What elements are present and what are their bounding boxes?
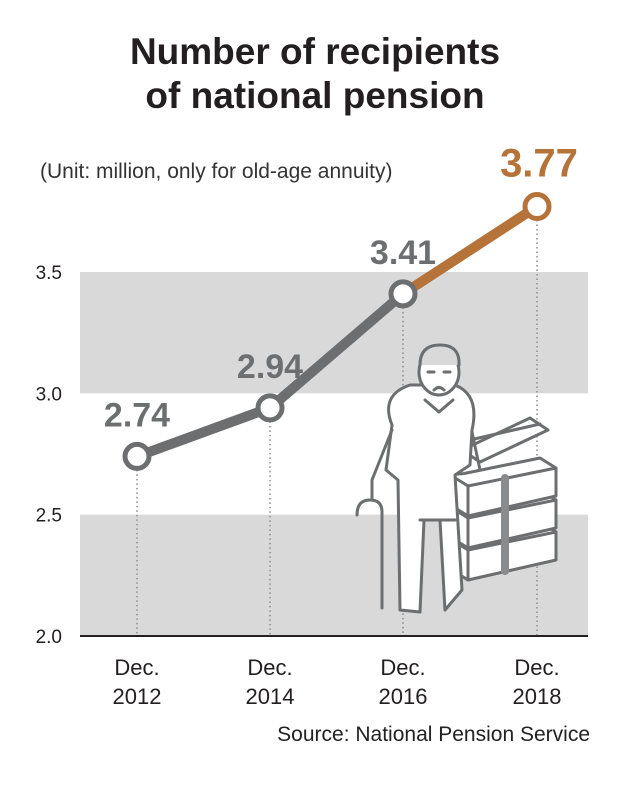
data-point	[255, 393, 285, 423]
series-segment	[132, 402, 275, 462]
data-label: 2.74	[104, 396, 170, 434]
data-point	[522, 191, 552, 221]
chart-title-line-1: Number of recipients	[129, 31, 501, 72]
data-labels: 2.74 2.94 3.41 3.77	[104, 141, 578, 434]
data-label: 2.94	[237, 348, 303, 386]
unit-note: (Unit: million, only for old-age annuity…	[40, 160, 393, 183]
x-tick-label-line: 2016	[379, 684, 428, 709]
x-tick-label-line: Dec.	[514, 655, 559, 680]
series-segment	[398, 201, 542, 299]
x-tick-label-line: 2012	[113, 684, 162, 709]
x-tick-labels: Dec. 2012 Dec. 2014 Dec. 2016 Dec. 2018	[113, 655, 562, 709]
x-tick-label: Dec. 2018	[513, 655, 562, 709]
pensioner-illustration	[355, 343, 558, 614]
x-tick-label: Dec. 2012	[113, 655, 162, 709]
x-tick-label-line: Dec.	[114, 655, 159, 680]
y-tick-label: 2.5	[36, 506, 62, 527]
series-line	[132, 201, 542, 462]
x-tick-label-line: Dec.	[247, 655, 292, 680]
y-tick-label: 2.0	[36, 627, 62, 648]
x-tick-label: Dec. 2016	[379, 655, 428, 709]
chart-title: Number of recipients of national pension	[0, 30, 630, 118]
chart-title-line-2: of national pension	[145, 75, 485, 116]
grid-band	[80, 272, 588, 394]
data-points	[122, 191, 552, 471]
y-tick-label: 3.5	[36, 263, 62, 284]
data-point	[388, 279, 418, 309]
data-label: 3.41	[370, 234, 436, 272]
x-tick-label-line: Dec.	[380, 655, 425, 680]
x-tick-label-line: 2014	[246, 684, 295, 709]
data-point	[122, 441, 152, 471]
x-tick-label-line: 2018	[513, 684, 562, 709]
x-tick-label: Dec. 2014	[246, 655, 295, 709]
y-tick-label: 3.0	[36, 384, 62, 405]
elderly-man-icon	[370, 343, 482, 614]
source-note: Source: National Pension Service	[277, 723, 590, 746]
series-segment	[265, 288, 408, 413]
data-label: 3.77	[500, 141, 578, 185]
cane-icon	[355, 498, 384, 610]
y-tick-labels: 2.0 2.5 3.0 3.5	[36, 263, 62, 648]
